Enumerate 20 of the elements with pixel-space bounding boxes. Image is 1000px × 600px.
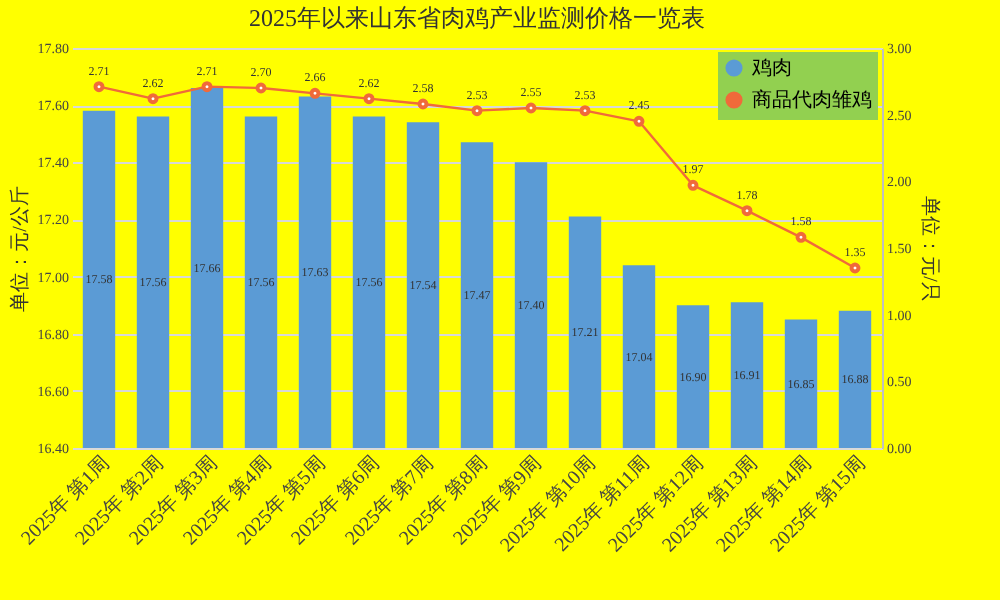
point: [147, 93, 159, 105]
y2-axis-title: 单位：元/只: [917, 196, 942, 302]
legend-label: 商品代肉雏鸡: [752, 88, 872, 112]
point: [849, 262, 861, 274]
point: [633, 115, 645, 127]
point: [255, 82, 267, 94]
point: [363, 93, 375, 105]
point: [471, 105, 483, 117]
legend-label: 鸡肉: [750, 58, 792, 80]
point: [741, 205, 753, 217]
point: [93, 81, 105, 93]
point: [201, 81, 213, 93]
point: [687, 179, 699, 191]
point: [579, 105, 591, 117]
y-axis-title: 单位：元/公斤: [7, 186, 32, 312]
point: [795, 231, 807, 243]
point: [309, 87, 321, 99]
point: [525, 102, 537, 114]
chart-title: 2025年以来山东省肉鸡产业监测价格一览表: [249, 4, 705, 32]
point: [417, 98, 429, 110]
